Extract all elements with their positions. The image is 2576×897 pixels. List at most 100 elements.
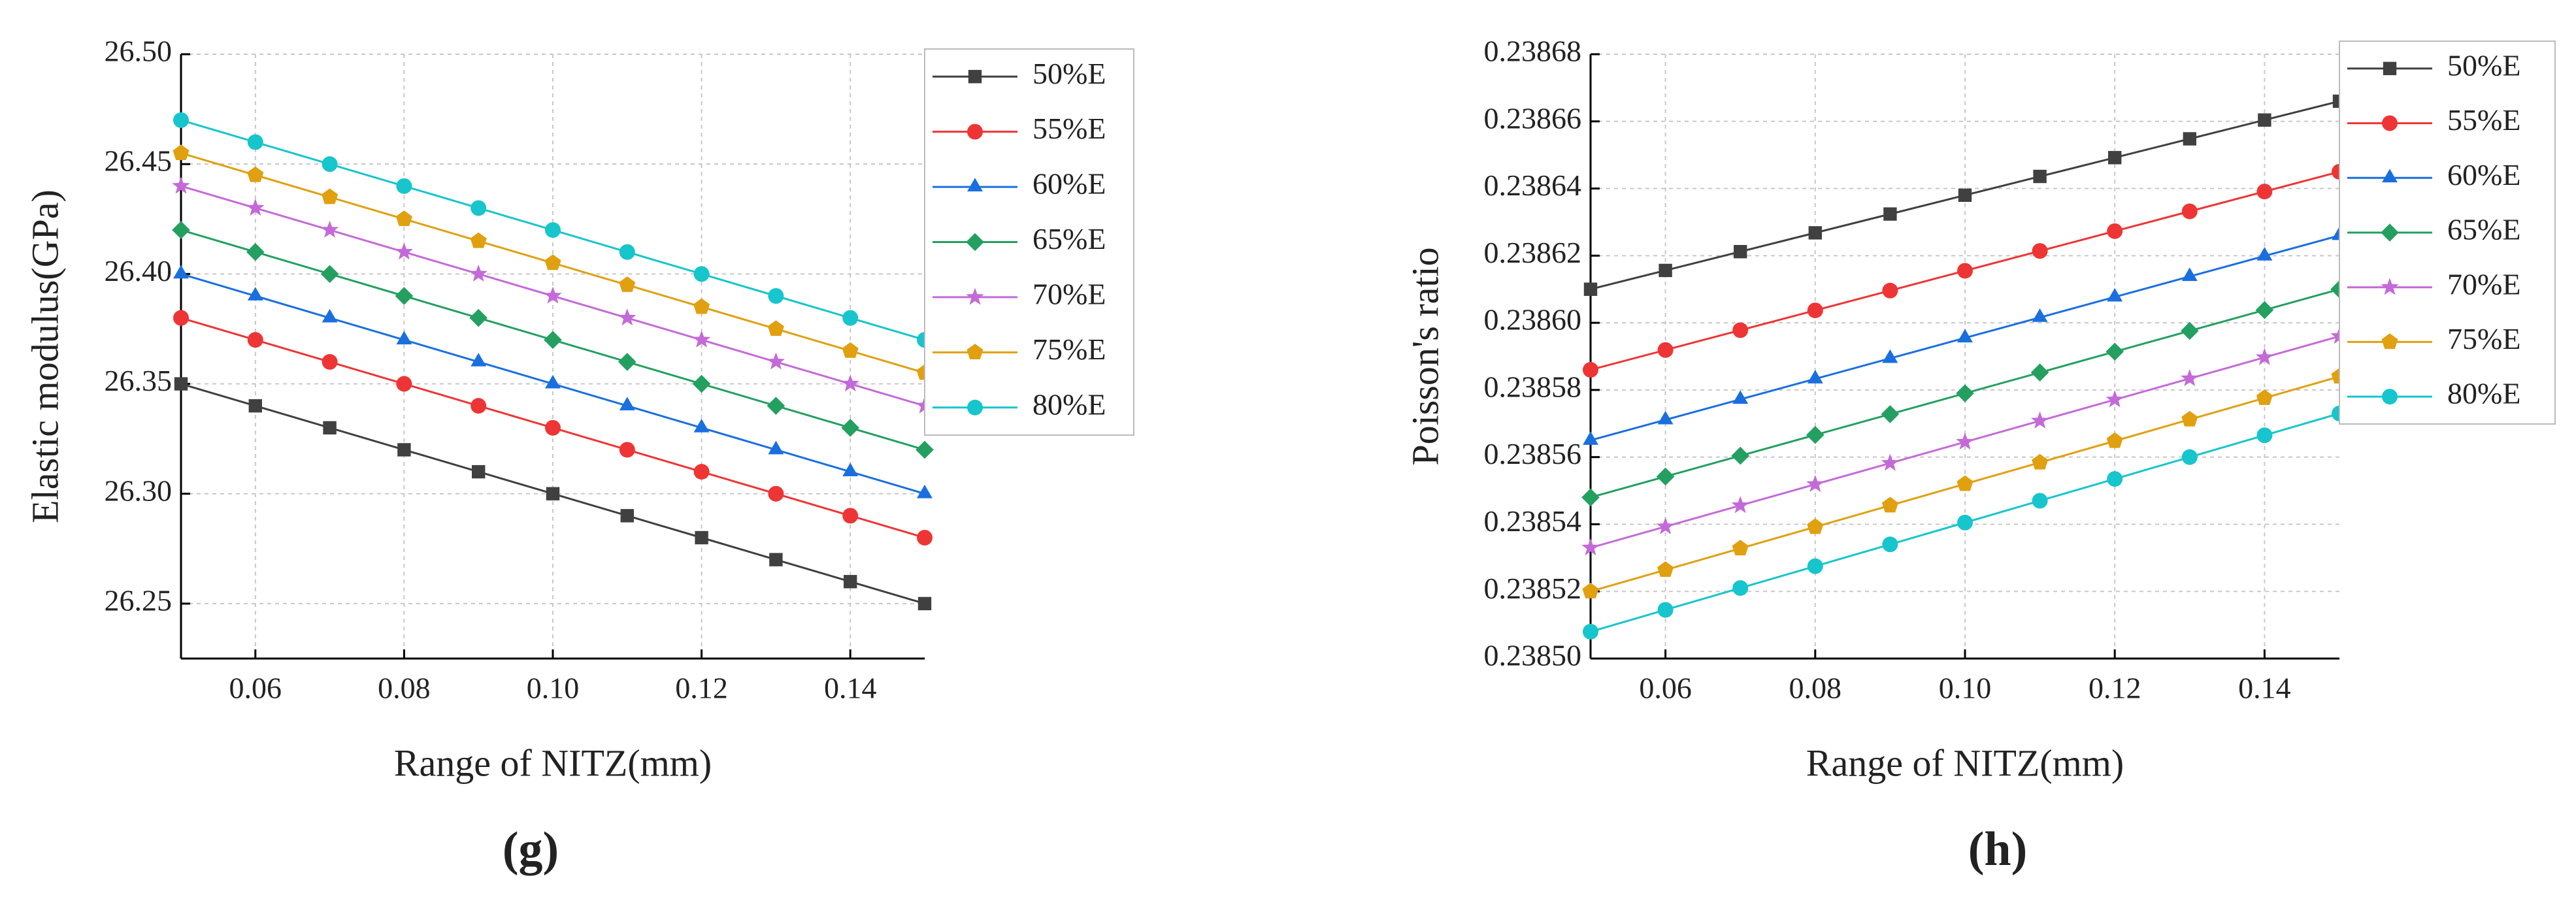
data-point [322, 353, 338, 370]
data-point [1807, 302, 1823, 319]
data-point [2255, 301, 2274, 319]
y-tick-label: 0.23864 [1484, 169, 1582, 202]
data-point [396, 331, 412, 345]
data-point [247, 134, 263, 150]
legend-marker [2382, 115, 2398, 131]
data-point [247, 166, 264, 182]
y-tick-label: 0.23862 [1484, 236, 1582, 269]
data-point [2032, 243, 2048, 259]
data-point [173, 144, 190, 161]
data-point [1957, 329, 1973, 343]
data-point [2032, 493, 2048, 509]
data-point [693, 419, 710, 432]
x-tick-label: 0.10 [527, 672, 580, 705]
data-point [173, 112, 189, 128]
legend-marker [2381, 333, 2398, 350]
data-point [767, 397, 785, 415]
x-tick-label: 0.08 [1789, 672, 1842, 705]
chart: 26.25 26.30 26.35 26.40 26.45 26.50 0.06 0.08 0.… [24, 35, 1134, 876]
data-point [768, 288, 784, 304]
data-point [1806, 474, 1825, 492]
x-tick-label: 0.10 [1939, 672, 1992, 705]
data-point [173, 265, 189, 279]
data-point [2258, 113, 2271, 127]
data-point [246, 242, 265, 261]
data-point [917, 530, 933, 546]
y-tick-label: 0.23856 [1484, 437, 1582, 470]
data-point [2107, 223, 2123, 239]
data-point [844, 575, 857, 589]
data-point [1732, 390, 1749, 404]
data-point [2105, 342, 2124, 361]
x-tick-label: 0.08 [378, 672, 431, 705]
data-point [2181, 449, 2198, 465]
data-point [322, 188, 339, 204]
data-point [545, 222, 561, 238]
y-tick-label: 26.45 [105, 144, 173, 178]
data-point [1657, 410, 1674, 425]
y-tick-label: 0.23866 [1484, 101, 1582, 135]
data-point [768, 485, 784, 502]
legend: 50%E 55%E 60%E 65%E 70%E 75%E 80%E [2339, 41, 2556, 425]
data-point [1731, 496, 1749, 514]
y-tick-label: 26.40 [105, 254, 173, 287]
data-point [2255, 348, 2274, 365]
data-point [172, 221, 190, 239]
data-point [2107, 471, 2123, 487]
data-point [1882, 536, 1898, 553]
legend-label: 65%E [1032, 222, 1106, 255]
data-point [1583, 431, 1598, 445]
data-point [1956, 432, 1974, 450]
y-axis-label: Elastic modulus(GPa) [24, 189, 66, 523]
data-point [619, 397, 635, 411]
legend-label: 65%E [2447, 213, 2520, 246]
x-tick-label: 0.14 [824, 672, 877, 705]
legend-label: 50%E [1032, 57, 1106, 90]
legend-marker [2383, 61, 2397, 76]
data-point [545, 419, 561, 436]
legend-label: 75%E [2447, 322, 2520, 355]
data-point [618, 353, 636, 371]
legend-marker [967, 399, 983, 416]
data-point [323, 421, 337, 435]
legend-label: 55%E [1032, 112, 1106, 145]
data-point [396, 178, 412, 194]
x-tick-label: 0.06 [1639, 672, 1692, 705]
legend-label: 50%E [2447, 48, 2520, 82]
data-point [248, 399, 262, 413]
data-point [320, 220, 339, 238]
data-point [1957, 514, 1973, 530]
x-tick-label: 0.14 [2238, 672, 2291, 705]
data-point [2105, 390, 2124, 408]
data-point [2181, 321, 2199, 340]
x-tick-label: 0.12 [2089, 672, 2141, 705]
data-point [395, 210, 412, 226]
data-point [767, 352, 785, 370]
data-point [1657, 342, 1674, 358]
data-point [246, 199, 265, 216]
data-point [469, 264, 487, 282]
y-axis-label: Poisson's ratio [1404, 247, 1446, 465]
data-point [2181, 203, 2198, 220]
data-point [172, 176, 190, 194]
data-point [769, 553, 783, 566]
data-point [692, 330, 711, 348]
legend-marker [968, 70, 982, 84]
data-point [2256, 427, 2273, 444]
data-point [1882, 349, 1898, 363]
data-point [695, 530, 708, 545]
legend-marker [2382, 169, 2398, 183]
data-point [320, 265, 339, 284]
chart: 0.23850 0.23852 0.23854 0.23856 0.23858 0.238… [1404, 35, 2556, 876]
x-tick-label: 0.06 [229, 672, 282, 705]
data-point [1958, 188, 1972, 203]
data-point [917, 484, 933, 498]
data-point [2032, 453, 2049, 470]
data-point [1807, 558, 1823, 574]
data-point [1732, 322, 1749, 338]
data-point [2256, 247, 2273, 261]
data-point [247, 287, 263, 301]
data-point [544, 331, 562, 350]
data-point [2030, 411, 2049, 429]
